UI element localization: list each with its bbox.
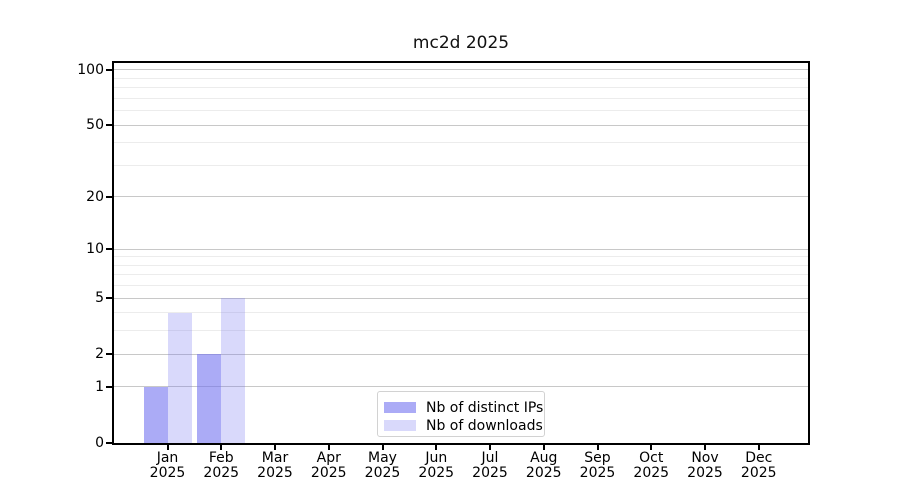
plot-area: [112, 61, 810, 445]
legend-label: Nb of downloads: [426, 417, 543, 434]
x-tick-mark: [166, 445, 169, 450]
y-tick-label: 10: [86, 241, 104, 258]
legend-swatch: [384, 402, 416, 413]
y-gridline-minor: [114, 265, 808, 266]
x-tick-year: 2025: [740, 465, 777, 481]
x-tick-label: Nov 2025: [665, 451, 745, 481]
x-tick-mark: [757, 445, 760, 450]
x-tick-month: Oct: [639, 450, 664, 466]
x-tick-label: Apr 2025: [289, 451, 369, 481]
x-tick-year: 2025: [364, 465, 401, 481]
x-tick-month: May: [368, 450, 397, 466]
x-tick-mark: [596, 445, 599, 450]
y-tick-label: 1: [95, 378, 104, 395]
x-tick-year: 2025: [525, 465, 562, 481]
y-tick-mark: [106, 442, 112, 444]
x-tick-month: Aug: [530, 450, 558, 466]
x-tick-year: 2025: [472, 465, 508, 481]
y-gridline-major: [114, 196, 808, 197]
x-tick-month: Sep: [584, 450, 611, 466]
y-gridline-minor: [114, 98, 808, 99]
y-tick-label: 100: [77, 61, 104, 78]
chart-title: mc2d 2025: [412, 33, 510, 53]
x-tick-label: May 2025: [343, 451, 423, 481]
y-gridline-major: [114, 125, 808, 126]
x-tick-month: Mar: [261, 450, 289, 466]
y-tick-mark: [106, 248, 112, 251]
x-tick-mark: [650, 445, 653, 450]
y-tick-label: 5: [95, 290, 104, 307]
y-gridline-minor: [114, 330, 808, 331]
bar-distinct-ips: [197, 354, 222, 443]
x-tick-label: Sep 2025: [558, 451, 638, 481]
bar-downloads: [167, 312, 192, 443]
legend-label: Nb of distinct IPs: [426, 399, 544, 416]
x-tick-mark: [327, 445, 330, 450]
y-tick-mark: [106, 297, 112, 300]
x-tick-mark: [542, 445, 545, 450]
bar-downloads: [221, 298, 246, 443]
x-tick-month: Nov: [691, 450, 719, 466]
x-tick-year: 2025: [310, 465, 347, 481]
x-tick-year: 2025: [257, 465, 293, 481]
y-gridline-major: [114, 249, 808, 250]
x-tick-mark: [489, 445, 491, 450]
x-tick-year: 2025: [579, 465, 616, 481]
x-tick-month: Jun: [425, 450, 448, 466]
x-tick-month: Apr: [316, 450, 341, 466]
x-tick-label: Oct 2025: [611, 451, 691, 481]
x-tick-label: Aug 2025: [504, 451, 584, 481]
x-tick-label: Feb 2025: [181, 451, 261, 481]
y-tick-label: 50: [86, 117, 104, 134]
legend: Nb of distinct IPs Nb of downloads: [377, 391, 545, 437]
y-tick-label: 0: [95, 435, 104, 451]
x-tick-label: Dec 2025: [719, 451, 799, 481]
y-tick-label: 2: [95, 346, 104, 363]
x-tick-mark: [435, 445, 438, 450]
x-tick-year: 2025: [418, 465, 455, 481]
y-gridline-minor: [114, 142, 808, 143]
x-tick-year: 2025: [203, 465, 240, 481]
x-tick-mark: [381, 445, 384, 450]
y-gridline-major: [114, 354, 808, 355]
x-tick-mark: [220, 445, 223, 450]
x-tick-month: Dec: [745, 450, 773, 466]
y-tick-mark: [106, 353, 112, 356]
x-tick-label: Jun 2025: [396, 451, 476, 481]
y-gridline-minor: [114, 285, 808, 286]
x-tick-year: 2025: [149, 465, 186, 481]
x-tick-year: 2025: [633, 465, 670, 481]
y-gridline-minor: [114, 312, 808, 313]
legend-swatch: [384, 420, 416, 431]
legend-item: Nb of distinct IPs: [384, 399, 543, 416]
x-tick-year: 2025: [687, 465, 723, 481]
y-tick-mark: [106, 124, 112, 127]
x-tick-month: Jan: [156, 450, 179, 466]
y-gridline-minor: [114, 87, 808, 88]
x-tick-label: Jul 2025: [450, 451, 530, 481]
legend-item: Nb of downloads: [384, 417, 543, 434]
x-tick-month: Jul: [481, 450, 499, 466]
y-gridline-minor: [114, 165, 808, 166]
x-tick-month: Feb: [208, 450, 234, 466]
y-tick-mark: [106, 195, 112, 198]
y-gridline-major: [114, 69, 808, 70]
y-gridline-minor: [114, 256, 808, 257]
y-tick-mark: [106, 68, 112, 71]
y-tick-mark: [106, 385, 112, 388]
x-tick-label: Mar 2025: [235, 451, 315, 481]
y-gridline-minor: [114, 78, 808, 79]
y-gridline-major: [114, 298, 808, 299]
y-gridline-major: [114, 386, 808, 387]
x-tick-label: Jan 2025: [128, 451, 208, 481]
bar-distinct-ips: [143, 386, 168, 443]
y-tick-label: 20: [86, 188, 104, 205]
x-tick-mark: [704, 445, 706, 450]
y-gridline-minor: [114, 110, 808, 111]
x-tick-mark: [274, 445, 276, 450]
y-gridline-minor: [114, 274, 808, 275]
